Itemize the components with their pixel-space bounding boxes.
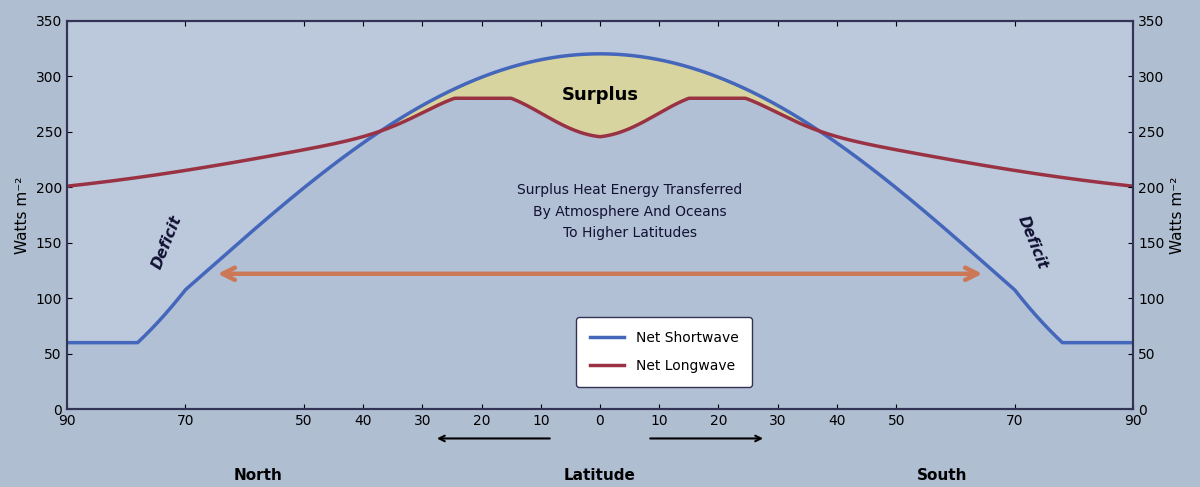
Y-axis label: Watts m⁻²: Watts m⁻²	[1170, 176, 1186, 254]
Legend: Net Shortwave, Net Longwave: Net Shortwave, Net Longwave	[576, 317, 752, 387]
Text: Deficit: Deficit	[150, 214, 185, 272]
Y-axis label: Watts m⁻²: Watts m⁻²	[14, 176, 30, 254]
Text: Deficit: Deficit	[1015, 214, 1050, 272]
Text: Surplus: Surplus	[562, 86, 638, 104]
Text: Surplus Heat Energy Transferred
By Atmosphere And Oceans
To Higher Latitudes: Surplus Heat Energy Transferred By Atmos…	[517, 183, 743, 240]
Text: Latitude: Latitude	[564, 468, 636, 483]
Text: North: North	[234, 468, 282, 483]
Text: South: South	[917, 468, 967, 483]
